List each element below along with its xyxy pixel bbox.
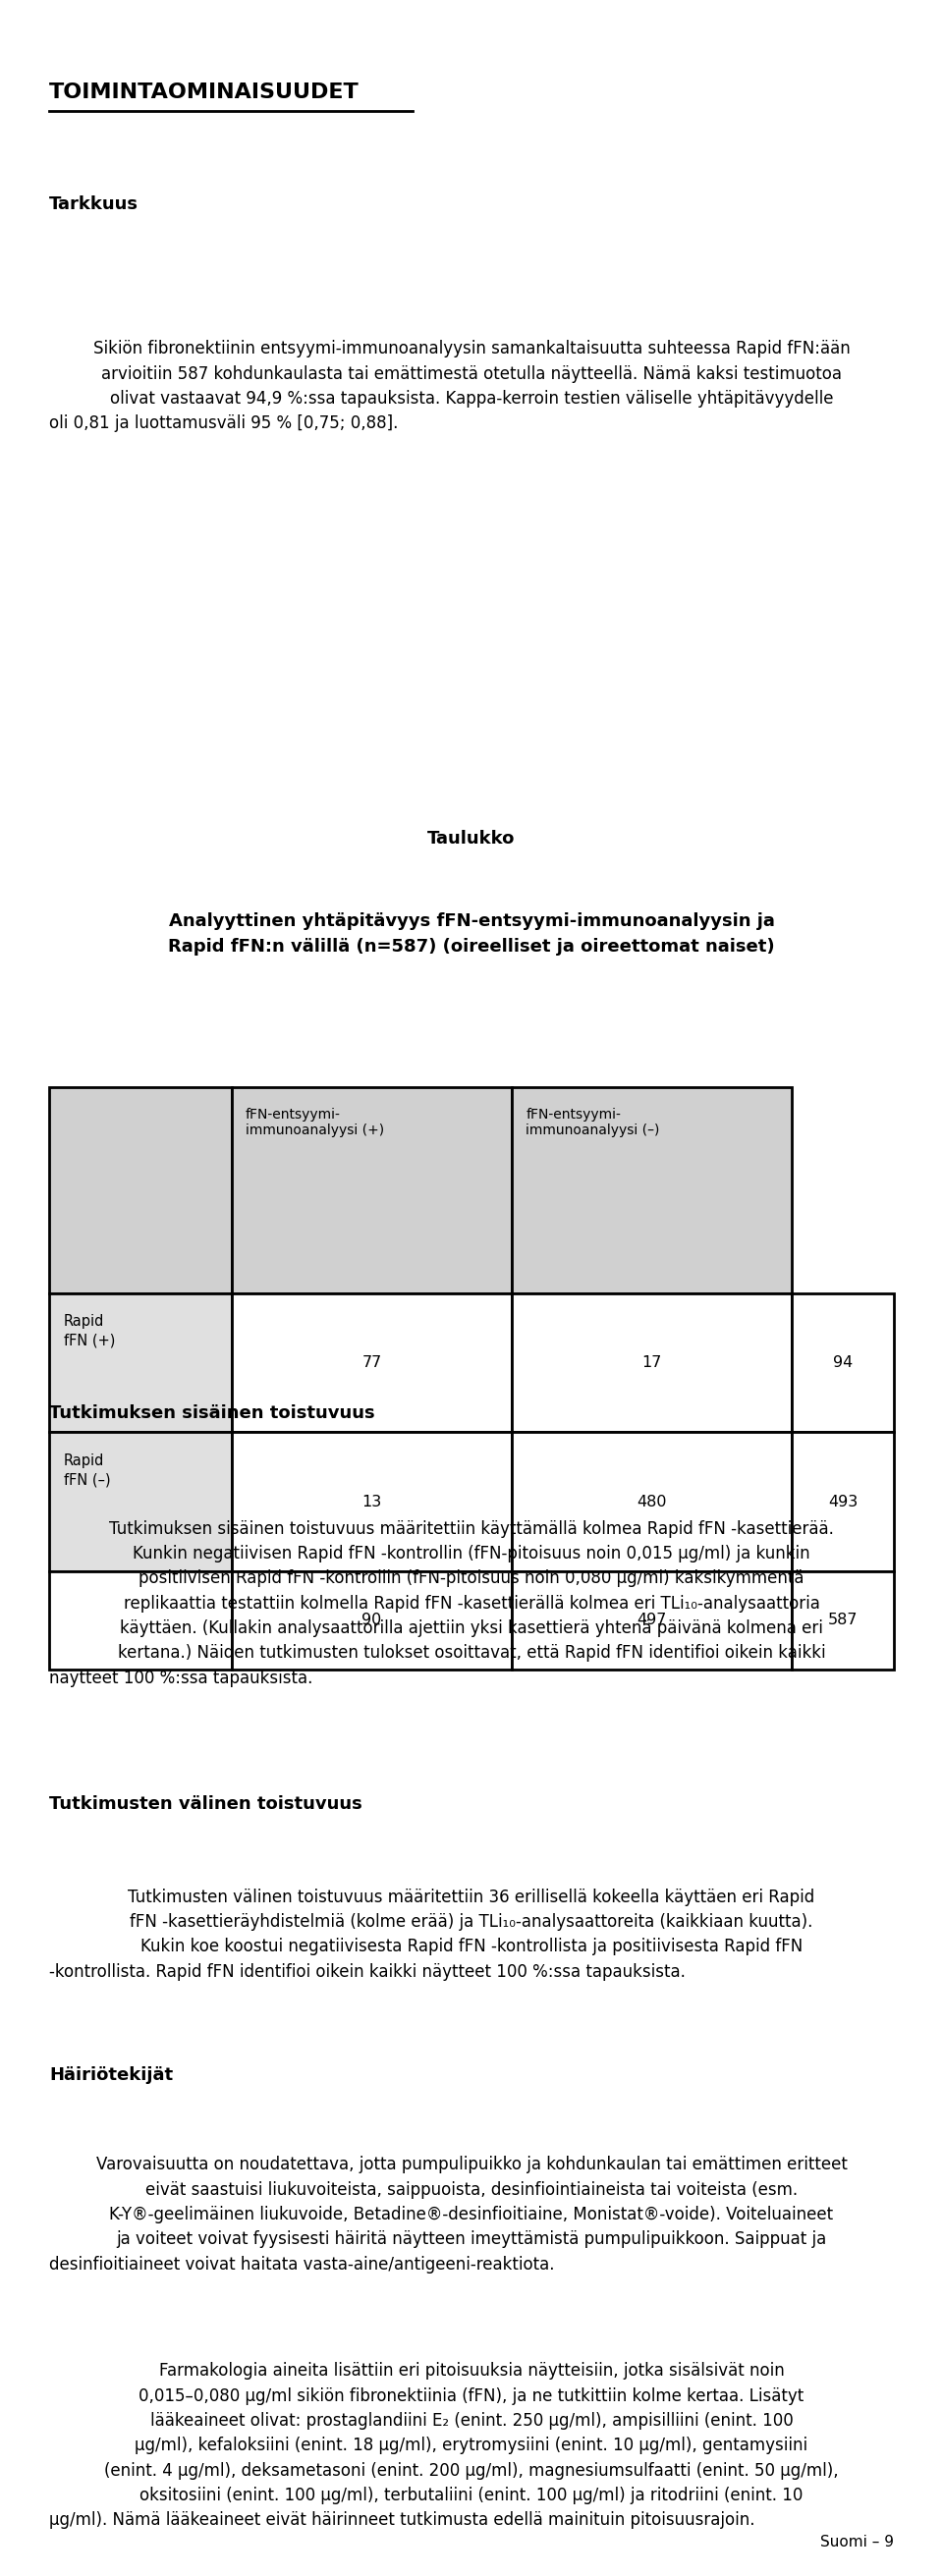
Bar [232,1293,512,1432]
Text: Tutkimuksen sisäinen toistuvuus: Tutkimuksen sisäinen toistuvuus [49,1404,375,1422]
Text: positiivisen Rapid fFN -kontrollin (fFN-pitoisuus noin 0,080 μg/ml) kaksikymment: positiivisen Rapid fFN -kontrollin (fFN-… [139,1569,804,1587]
Text: Tarkkuus: Tarkkuus [49,196,139,214]
Text: -kontrollista. Rapid fFN identifioi oikein kaikki näytteet 100 %:ssa tapauksista: -kontrollista. Rapid fFN identifioi oike… [49,1963,686,1981]
Bar [49,1293,232,1432]
Bar [49,1087,232,1293]
Bar [512,1432,792,1571]
Text: 0,015–0,080 μg/ml sikiön fibronektiinia (fFN), ja ne tutkittiin kolme kertaa. Li: 0,015–0,080 μg/ml sikiön fibronektiinia … [139,2388,804,2406]
Text: K-Y®-geelimäinen liukuvoide, Betadine®-desinfioitiaine, Monistat®-voide). Voitel: K-Y®-geelimäinen liukuvoide, Betadine®-d… [109,2205,834,2223]
Text: Rapid: Rapid [64,1453,105,1468]
Text: oksitosiini (enint. 100 μg/ml), terbutaliini (enint. 100 μg/ml) ja ritodriini (e: oksitosiini (enint. 100 μg/ml), terbutal… [140,2486,803,2504]
Text: 94: 94 [833,1355,853,1370]
Bar [792,1432,894,1571]
Text: fFN-entsyymi-
immunoanalyysi (+): fFN-entsyymi- immunoanalyysi (+) [245,1108,384,1139]
Text: Häiriötekijät: Häiriötekijät [49,2066,173,2084]
Text: Varovaisuutta on noudatettava, jotta pumpulipuikko ja kohdunkaulan tai emättimen: Varovaisuutta on noudatettava, jotta pum… [96,2156,847,2174]
Bar [512,1293,792,1432]
Text: Rapid fFN:n välillä (n=587) (oireelliset ja oireettomat naiset): Rapid fFN:n välillä (n=587) (oireelliset… [168,938,775,956]
Text: Analyyttinen yhtäpitävyys fFN-entsyymi-immunoanalyysin ja: Analyyttinen yhtäpitävyys fFN-entsyymi-i… [169,912,774,930]
Text: olivat vastaavat 94,9 %:ssa tapauksista. Kappa-kerroin testien väliselle yhtäpit: olivat vastaavat 94,9 %:ssa tapauksista.… [109,389,834,407]
Text: μg/ml). Nämä lääkeaineet eivät häirinneet tutkimusta edellä mainituin pitoisuusr: μg/ml). Nämä lääkeaineet eivät häirinnee… [49,2512,755,2530]
Text: Farmakologia aineita lisättiin eri pitoisuuksia näytteisiin, jotka sisälsivät no: Farmakologia aineita lisättiin eri pitoi… [158,2362,785,2380]
Text: Suomi – 9: Suomi – 9 [820,2535,894,2550]
Bar [232,1432,512,1571]
Text: Tutkimusten välinen toistuvuus: Tutkimusten välinen toistuvuus [49,1795,362,1814]
Text: 13: 13 [362,1494,382,1510]
Bar [792,1293,894,1432]
Bar [232,1087,512,1293]
Text: ja voiteet voivat fyysisesti häiritä näytteen imeyttämistä pumpulipuikkoon. Saip: ja voiteet voivat fyysisesti häiritä näy… [116,2231,827,2249]
Text: Kukin koe koostui negatiivisesta Rapid fFN -kontrollista ja positiivisesta Rapid: Kukin koe koostui negatiivisesta Rapid f… [141,1937,802,1955]
Text: 90: 90 [362,1613,382,1628]
Text: 17: 17 [642,1355,662,1370]
Text: kertana.) Näiden tutkimusten tulokset osoittavat, että Rapid fFN identifioi oike: kertana.) Näiden tutkimusten tulokset os… [118,1643,825,1662]
Text: arvioitiin 587 kohdunkaulasta tai emättimestä otetulla näytteellä. Nämä kaksi te: arvioitiin 587 kohdunkaulasta tai emätti… [101,366,842,384]
Text: näytteet 100 %:ssa tapauksista.: näytteet 100 %:ssa tapauksista. [49,1669,313,1687]
Text: fFN (–): fFN (–) [64,1473,110,1486]
Bar [512,1087,792,1293]
Text: Sikiön fibronektiinin entsyymi-immunoanalyysin samankaltaisuutta suhteessa Rapid: Sikiön fibronektiinin entsyymi-immunoana… [93,340,850,358]
Bar [792,1571,894,1669]
Text: fFN-entsyymi-
immunoanalyysi (–): fFN-entsyymi- immunoanalyysi (–) [526,1108,660,1139]
Text: 493: 493 [828,1494,858,1510]
Text: käyttäen. (Kullakin analysaattorilla ajettiin yksi kasettierä yhtenä päivänä kol: käyttäen. (Kullakin analysaattorilla aje… [120,1620,823,1636]
Text: Rapid: Rapid [64,1314,105,1329]
Text: 497: 497 [637,1613,667,1628]
Text: TOIMINTAOMINAISUUDET: TOIMINTAOMINAISUUDET [49,82,359,103]
Text: desinfioitiaineet voivat haitata vasta-aine/antigeeni-reaktiota.: desinfioitiaineet voivat haitata vasta-a… [49,2257,554,2272]
Text: Tutkimusten välinen toistuvuus määritettiin 36 erillisellä kokeella käyttäen eri: Tutkimusten välinen toistuvuus määritett… [128,1888,815,1906]
Text: 587: 587 [828,1613,858,1628]
Text: oli 0,81 ja luottamusväli 95 % [0,75; 0,88].: oli 0,81 ja luottamusväli 95 % [0,75; 0,… [49,415,398,433]
Bar [49,1571,232,1669]
Text: Tutkimuksen sisäinen toistuvuus määritettiin käyttämällä kolmea Rapid fFN -kaset: Tutkimuksen sisäinen toistuvuus määritet… [109,1520,834,1538]
Text: 77: 77 [362,1355,382,1370]
Text: μg/ml), kefaloksiini (enint. 18 μg/ml), erytromysiini (enint. 10 μg/ml), gentamy: μg/ml), kefaloksiini (enint. 18 μg/ml), … [135,2437,808,2455]
Bar [512,1571,792,1669]
Bar [232,1571,512,1669]
Text: fFN -kasettieräyhdistelmiä (kolme erää) ja TLi₁₀-analysaattoreita (kaikkiaan kuu: fFN -kasettieräyhdistelmiä (kolme erää) … [130,1914,813,1932]
Text: fFN (+): fFN (+) [64,1334,115,1347]
Text: Taulukko: Taulukko [427,829,516,848]
Text: 480: 480 [637,1494,667,1510]
Text: eivät saastuisi liukuvoiteista, saippuoista, desinfiointiaineista tai voiteista : eivät saastuisi liukuvoiteista, saippuoi… [145,2182,798,2200]
Bar [49,1432,232,1571]
Text: (enint. 4 μg/ml), deksametasoni (enint. 200 μg/ml), magnesiumsulfaatti (enint. 5: (enint. 4 μg/ml), deksametasoni (enint. … [105,2463,838,2478]
Text: lääkeaineet olivat: prostaglandiini E₂ (enint. 250 μg/ml), ampisilliini (enint. : lääkeaineet olivat: prostaglandiini E₂ (… [150,2411,793,2429]
Text: replikaattia testattiin kolmella Rapid fFN -kasettierällä kolmea eri TLi₁₀-analy: replikaattia testattiin kolmella Rapid f… [124,1595,819,1613]
Text: Kunkin negatiivisen Rapid fFN -kontrollin (fFN-pitoisuus noin 0,015 μg/ml) ja ku: Kunkin negatiivisen Rapid fFN -kontrolli… [133,1546,810,1564]
